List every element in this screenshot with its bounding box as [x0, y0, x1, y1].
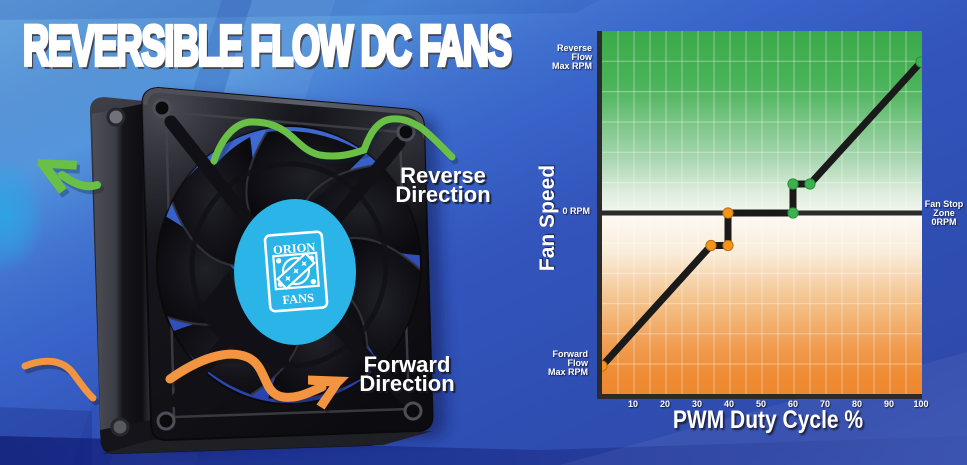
svg-text:ORION: ORION — [273, 240, 316, 257]
svg-text:FANS: FANS — [282, 291, 315, 307]
